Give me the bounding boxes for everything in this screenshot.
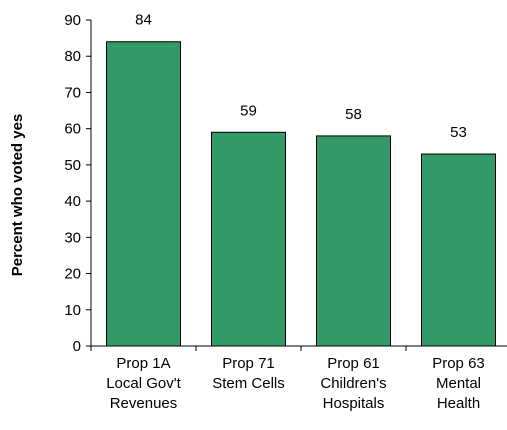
bar	[106, 41, 181, 347]
x-category-label-line: Prop 71	[222, 355, 275, 372]
x-category-label-line: Children's	[320, 375, 386, 392]
y-tick-label: 80	[64, 48, 81, 65]
x-category-label-line: Revenues	[110, 395, 178, 412]
y-tick-label: 20	[64, 266, 81, 283]
x-category-label: Prop 1A Local Gov't Revenues	[106, 355, 181, 412]
bar	[211, 131, 286, 347]
x-category-label-line: Health	[437, 395, 480, 412]
bar-value-label: 53	[450, 124, 467, 141]
x-category-label-line: Prop 63	[432, 355, 485, 372]
data-labels: 84 59 58 53	[135, 12, 467, 141]
x-category-label-line: Prop 1A	[116, 355, 170, 372]
bars	[106, 41, 496, 347]
y-tick-label: 30	[64, 229, 81, 246]
y-tick-label: 10	[64, 302, 81, 319]
y-tick-label: 40	[64, 193, 81, 210]
bar	[421, 153, 496, 347]
y-axis-title-group: Percent who voted yes	[9, 114, 26, 277]
y-tick-label: 60	[64, 121, 81, 138]
x-category-label-line: Prop 61	[327, 355, 380, 372]
y-tick-label: 50	[64, 157, 81, 174]
x-category-label-line: Stem Cells	[212, 375, 285, 392]
y-axis-title: Percent who voted yes	[9, 114, 26, 277]
y-tick-label: 90	[64, 12, 81, 29]
x-category-label-line: Local Gov't	[106, 375, 181, 392]
y-tick-label: 0	[73, 338, 81, 355]
y-tick-label: 70	[64, 84, 81, 101]
x-category-label-line: Hospitals	[323, 395, 385, 412]
x-category-label: Prop 63 Mental Health	[432, 355, 485, 412]
bar-value-label: 59	[240, 102, 257, 119]
bar-value-label: 84	[135, 12, 152, 29]
bar-value-label: 58	[345, 106, 362, 123]
x-axis-category-labels: Prop 1A Local Gov't Revenues Prop 71 Stem Ce…	[106, 355, 485, 412]
x-category-label: Prop 71 Stem Cells	[212, 355, 285, 392]
axes	[90, 20, 507, 351]
y-axis-ticks: 0 10 20 30 40 50 60 70 80 90	[64, 12, 91, 355]
x-category-label: Prop 61 Children's Hospitals	[320, 355, 386, 412]
x-category-label-line: Mental	[436, 375, 481, 392]
bar	[316, 135, 391, 347]
